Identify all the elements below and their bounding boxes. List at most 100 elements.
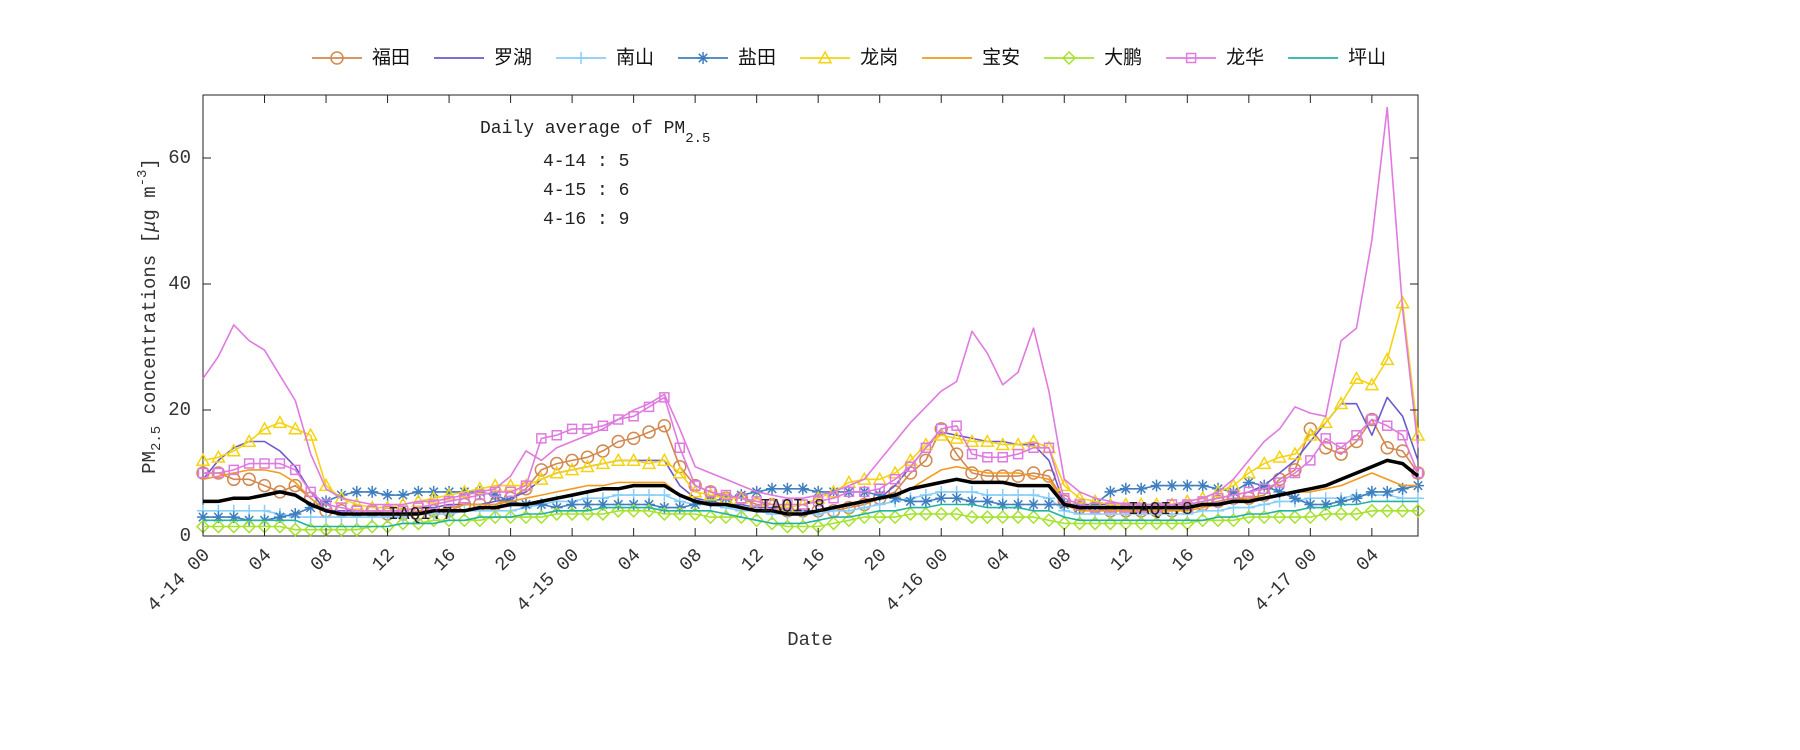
marker <box>857 471 872 485</box>
y-label-sup: -3 <box>135 170 151 187</box>
x-tick-label: 04 <box>245 544 277 576</box>
marker <box>1396 482 1409 495</box>
marker <box>365 519 380 534</box>
marker <box>412 485 425 498</box>
marker <box>1273 485 1286 498</box>
marker <box>320 499 332 510</box>
marker <box>242 472 256 487</box>
marker <box>290 464 301 476</box>
x-tick-label: 16 <box>798 544 830 576</box>
marker <box>396 489 409 502</box>
marker <box>442 513 457 528</box>
x-tick-label: 08 <box>306 544 338 576</box>
marker <box>1072 490 1087 504</box>
marker <box>657 452 672 466</box>
marker <box>320 511 333 524</box>
marker <box>1011 510 1026 525</box>
marker <box>626 503 641 518</box>
marker <box>903 466 918 480</box>
x-tick-label: 4-16 00 <box>881 544 953 616</box>
marker <box>1410 427 1426 441</box>
marker <box>580 506 595 522</box>
x-tick-label: 4-17 00 <box>1250 544 1322 616</box>
y-tick-label: 60 <box>168 147 191 169</box>
marker <box>426 513 441 528</box>
marker <box>242 519 257 534</box>
marker <box>1103 516 1118 531</box>
marker <box>610 452 626 466</box>
marker <box>965 495 978 508</box>
marker <box>566 423 578 435</box>
series-line <box>203 396 1419 512</box>
marker <box>459 492 470 504</box>
marker <box>1242 476 1255 489</box>
marker <box>1364 503 1379 518</box>
marker <box>903 506 918 522</box>
marker <box>781 482 794 495</box>
marker <box>520 480 532 491</box>
annotation-title: Daily average of PM2.5 <box>480 119 710 147</box>
marker <box>1351 429 1362 441</box>
marker <box>720 489 732 501</box>
marker <box>1319 498 1332 511</box>
marker <box>873 489 886 502</box>
marker <box>1349 370 1364 385</box>
marker <box>443 496 455 507</box>
marker <box>659 392 670 403</box>
marker <box>1026 466 1041 480</box>
marker <box>842 500 856 515</box>
marker <box>503 478 518 492</box>
marker <box>687 484 703 498</box>
marker <box>965 466 979 480</box>
marker <box>441 487 457 501</box>
marker <box>1056 478 1072 492</box>
marker <box>1380 441 1394 455</box>
marker <box>443 485 456 498</box>
marker <box>1335 442 1347 454</box>
marker <box>505 486 516 498</box>
marker <box>843 486 855 498</box>
marker <box>796 482 809 495</box>
marker <box>596 444 610 458</box>
marker <box>1381 485 1394 498</box>
marker <box>597 420 609 431</box>
marker <box>426 490 441 504</box>
iaqi-label: IAQI:8 <box>1128 500 1193 520</box>
legend-marker <box>697 52 710 64</box>
marker <box>1349 506 1364 522</box>
marker <box>303 427 318 441</box>
marker <box>1274 477 1285 488</box>
marker <box>1334 506 1349 522</box>
marker <box>1104 485 1117 498</box>
y-tick-label: 20 <box>168 399 191 421</box>
legend-label: 大鹏 <box>1104 47 1142 69</box>
marker <box>703 487 718 501</box>
marker <box>195 452 211 466</box>
series-line <box>202 106 1419 506</box>
marker <box>657 419 672 433</box>
x-tick-label: 4-14 00 <box>143 544 215 616</box>
marker <box>272 415 288 429</box>
marker <box>1227 485 1240 498</box>
marker <box>211 449 226 463</box>
marker <box>428 499 439 510</box>
marker <box>1258 479 1271 492</box>
marker <box>1150 479 1163 492</box>
marker <box>951 420 962 431</box>
marker <box>735 489 748 502</box>
marker <box>1412 492 1424 505</box>
marker <box>935 423 947 435</box>
marker <box>705 486 716 498</box>
iaqi-label: IAQI:8 <box>760 497 825 517</box>
marker <box>197 511 209 524</box>
marker <box>996 498 1009 511</box>
marker <box>751 496 762 507</box>
legend-marker <box>1062 50 1077 66</box>
marker <box>1397 429 1408 441</box>
marker <box>536 433 547 444</box>
annotation-line: 4-15 : 6 <box>543 181 629 201</box>
marker <box>641 456 657 470</box>
marker <box>749 513 764 528</box>
marker <box>919 495 932 508</box>
marker <box>411 516 426 531</box>
